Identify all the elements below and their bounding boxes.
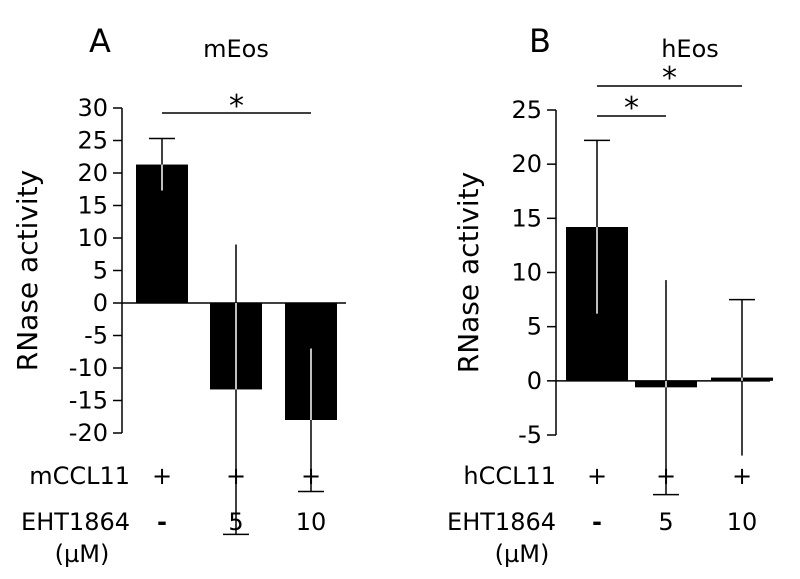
- condition-value: 5: [228, 508, 243, 536]
- condition-label: EHT1864: [21, 508, 130, 536]
- y-tick-label: -5: [518, 421, 542, 449]
- condition-label: EHT1864: [447, 508, 556, 536]
- condition-value: +: [656, 462, 676, 490]
- condition-value: +: [226, 462, 246, 490]
- y-tick-label: 0: [93, 289, 108, 317]
- condition-value: 10: [727, 508, 758, 536]
- condition-value: 5: [658, 508, 673, 536]
- y-tick-label: 30: [77, 94, 108, 122]
- condition-label: mCCL11: [29, 462, 130, 490]
- condition-value: -: [157, 508, 167, 536]
- condition-value: 10: [296, 508, 327, 536]
- panel-letter: B: [529, 22, 551, 60]
- panel-letter: A: [89, 22, 111, 60]
- y-tick-label: 10: [511, 259, 542, 287]
- y-tick-label: -10: [69, 354, 108, 382]
- y-tick-label: 25: [511, 96, 542, 124]
- y-tick-label: 25: [77, 127, 108, 155]
- y-tick-label: -5: [84, 322, 108, 350]
- condition-value: +: [301, 462, 321, 490]
- y-tick-label: 5: [527, 313, 542, 341]
- unit-label: (µM): [495, 540, 550, 568]
- y-tick-label: -15: [69, 387, 108, 415]
- y-axis-label: RNase activity: [452, 172, 485, 373]
- y-tick-label: 20: [77, 159, 108, 187]
- condition-value: +: [152, 462, 172, 490]
- y-tick-label: 0: [527, 367, 542, 395]
- y-axis-label: RNase activity: [11, 170, 44, 371]
- y-tick-label: 15: [77, 192, 108, 220]
- y-tick-label: 5: [93, 257, 108, 285]
- y-tick-label: 10: [77, 224, 108, 252]
- significance-star: *: [229, 89, 244, 124]
- significance-star: *: [662, 61, 677, 96]
- y-tick-label: -20: [69, 419, 108, 447]
- unit-label: (µM): [55, 540, 110, 568]
- y-tick-label: 15: [511, 204, 542, 232]
- significance-star: *: [624, 91, 639, 126]
- condition-value: +: [587, 462, 607, 490]
- chart-title: hEos: [661, 35, 719, 63]
- condition-value: +: [732, 462, 752, 490]
- condition-value: -: [592, 508, 602, 536]
- condition-label: hCCL11: [463, 462, 556, 490]
- chart-title: mEos: [203, 35, 269, 63]
- y-tick-label: 20: [511, 150, 542, 178]
